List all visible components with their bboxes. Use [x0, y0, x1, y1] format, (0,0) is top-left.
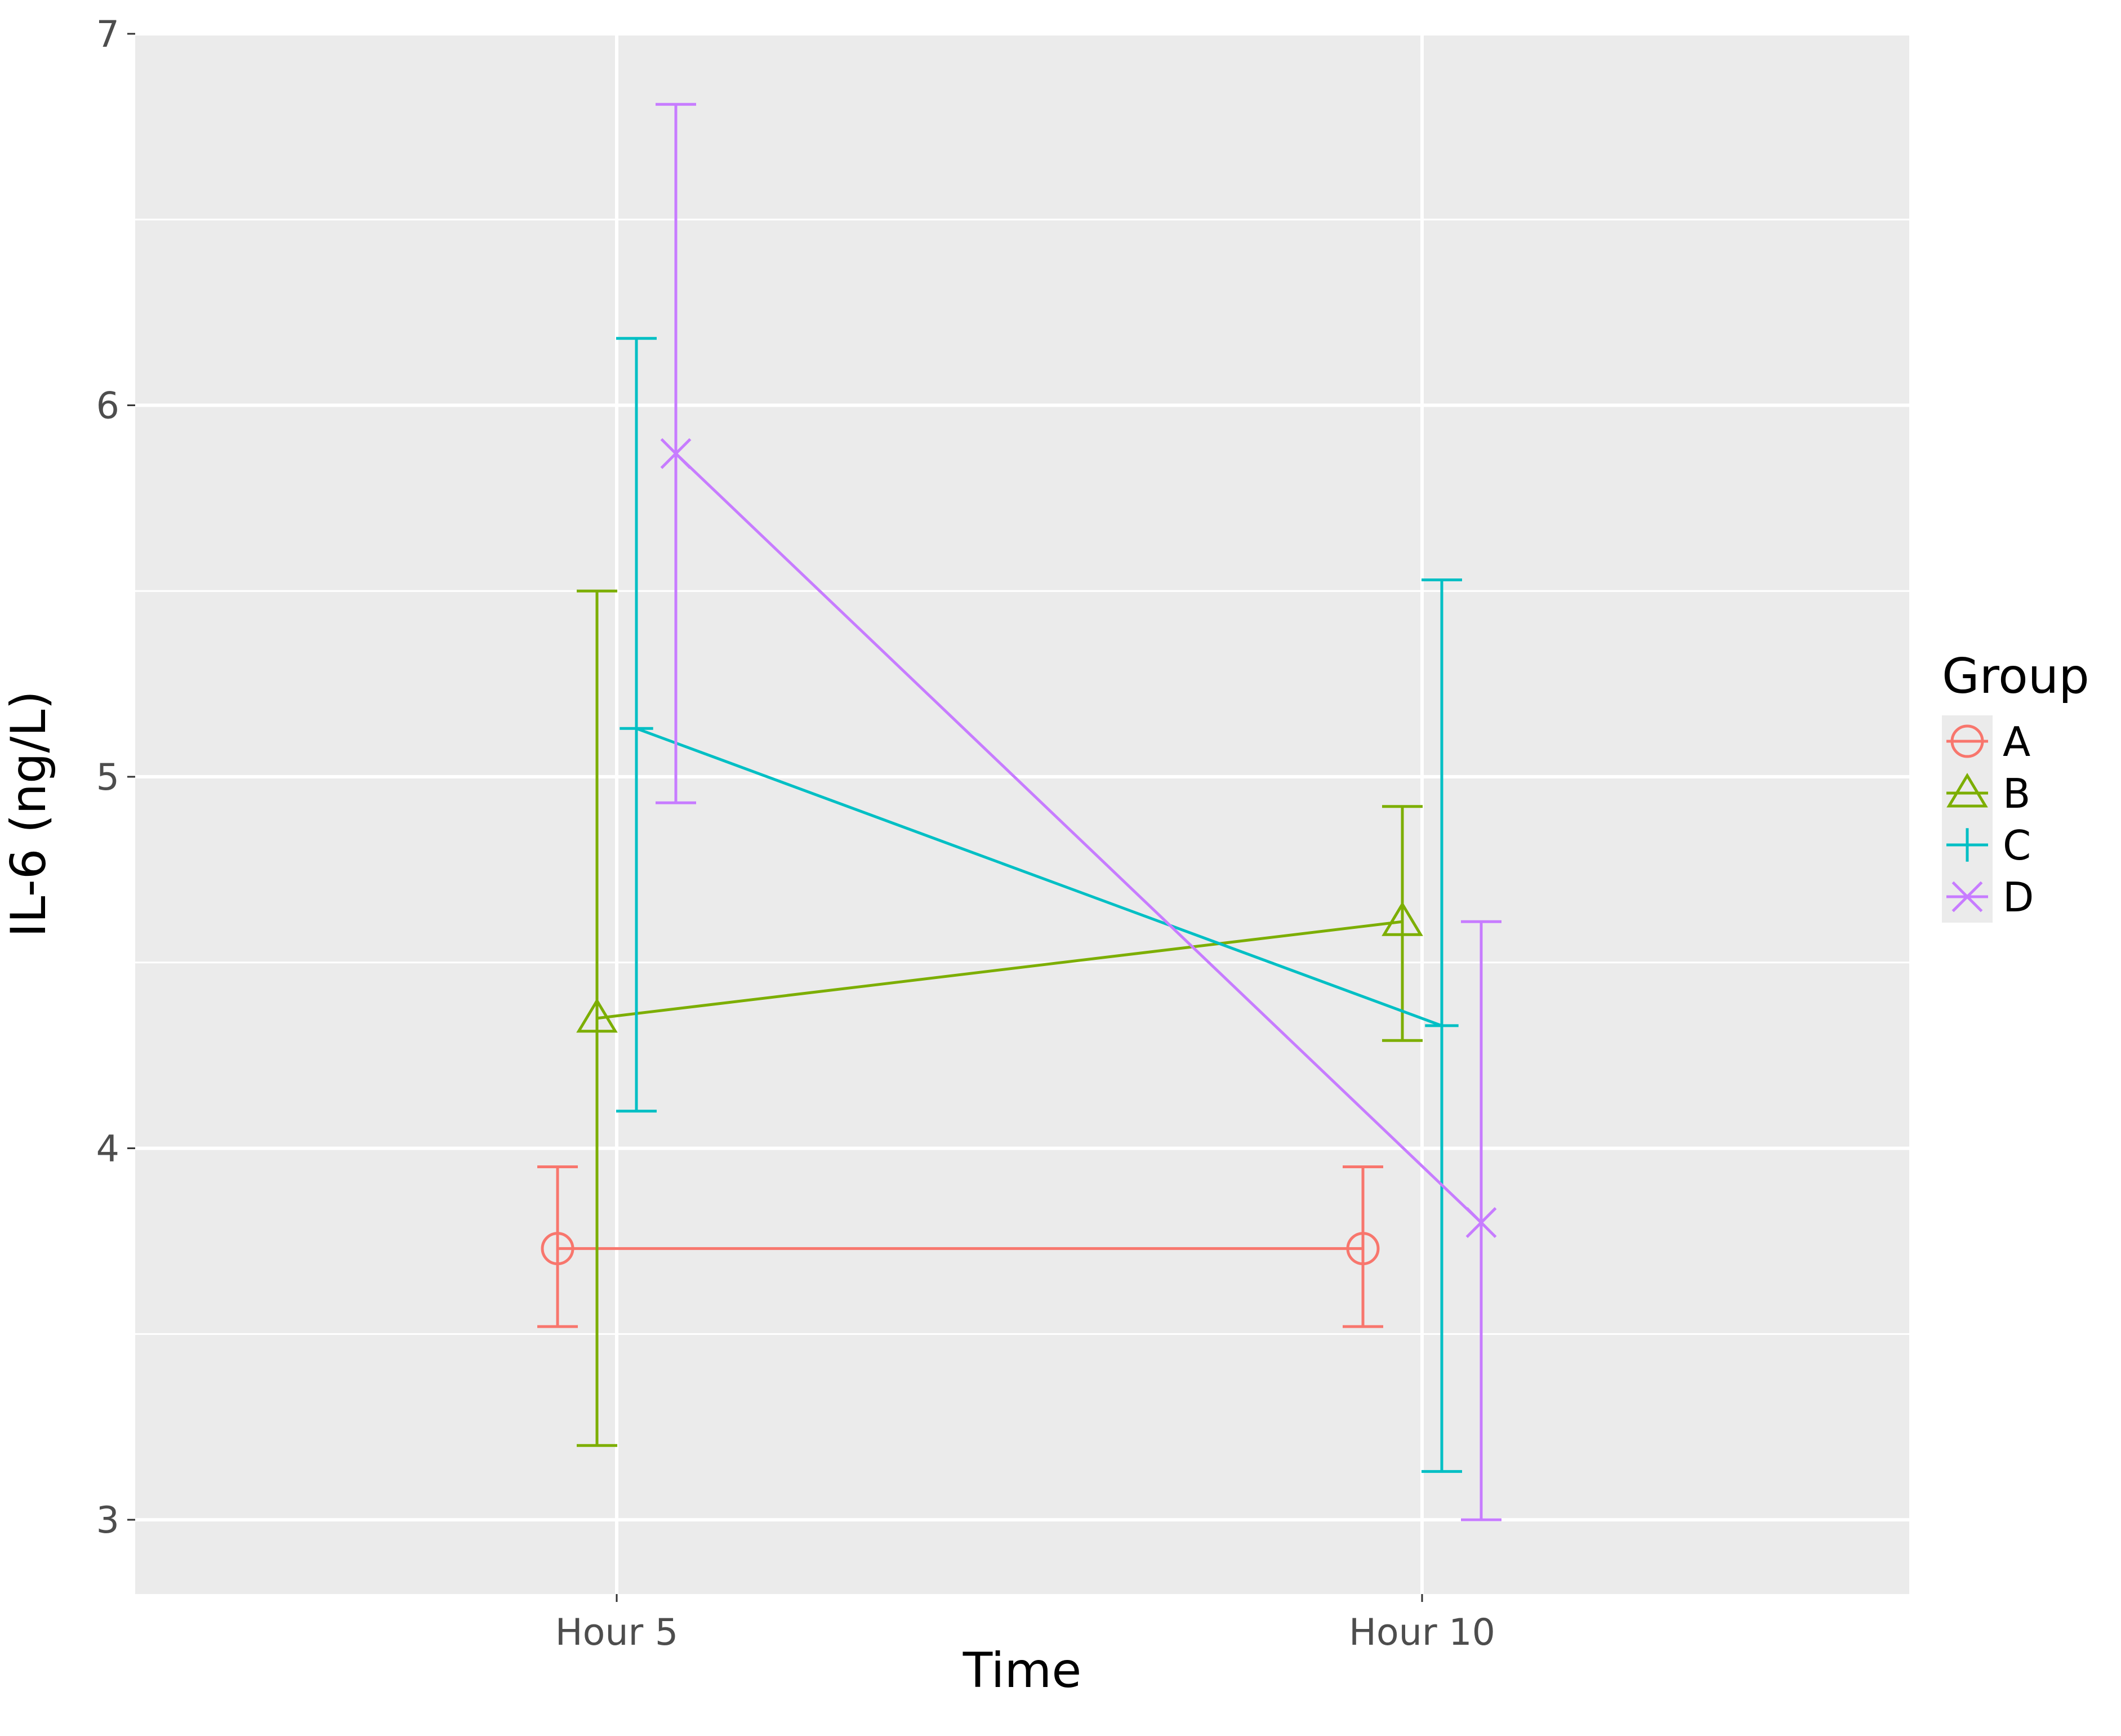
data-point [620, 711, 653, 746]
data-point-stroke [660, 438, 692, 469]
legend-key-marker [1950, 724, 1984, 758]
legend-label: A [2003, 718, 2030, 765]
y-tick-label: 3 [96, 1499, 119, 1542]
legend-key-marker [1951, 881, 1983, 912]
plot-panel [135, 34, 1909, 1594]
grid-lines [135, 32, 1909, 1594]
data-point [576, 998, 618, 1033]
axes: 3 4 5 6 7 Hour 5 Hour 10 [96, 14, 1495, 1654]
series-d [656, 103, 1501, 1521]
legend-label: D [2003, 874, 2034, 921]
legend-key-marker [1946, 773, 1988, 808]
legend-key-marker-stroke [1951, 881, 1983, 912]
legend-label: B [2003, 770, 2030, 817]
x-axis-title: Time [963, 1642, 1081, 1699]
data-point [1382, 901, 1423, 936]
data-point [1425, 1009, 1459, 1043]
y-axis-title: IL-6 (ng/L) [1, 691, 57, 937]
legend-key-marker [1950, 828, 1984, 862]
y-tick-label: 7 [96, 14, 119, 56]
series-layer [537, 103, 1501, 1521]
y-tick-label: 4 [96, 1128, 119, 1170]
y-tick-label: 6 [96, 385, 119, 428]
data-point-stroke [1465, 1207, 1497, 1238]
x-tick-label: Hour 10 [1349, 1612, 1495, 1654]
data-point [1465, 1207, 1497, 1238]
legend-label: C [2003, 822, 2031, 869]
series-a [537, 1165, 1383, 1328]
data-point [541, 1232, 574, 1266]
series-b [576, 589, 1423, 1447]
data-point [660, 438, 692, 469]
x-tick-label: Hour 5 [555, 1612, 679, 1654]
series-c [616, 337, 1462, 1473]
legend-title: Group [1942, 648, 2089, 705]
series-line [636, 727, 1442, 1027]
series-line [675, 452, 1482, 1224]
series-line [596, 920, 1403, 1020]
y-tick-label: 5 [96, 756, 119, 799]
data-point [1346, 1232, 1380, 1266]
